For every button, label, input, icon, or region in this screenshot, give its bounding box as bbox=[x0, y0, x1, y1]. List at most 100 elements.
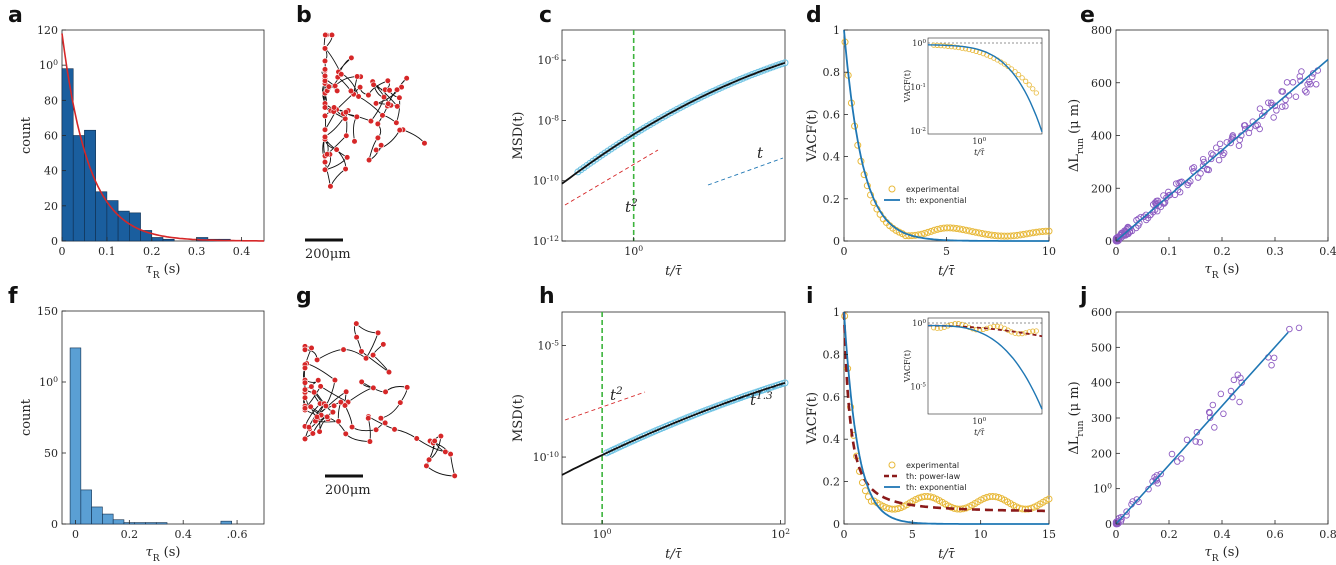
tumble-point bbox=[327, 183, 334, 190]
x-tick-label: .0.6 bbox=[227, 528, 248, 541]
inset-point bbox=[1019, 331, 1025, 337]
data-point bbox=[1295, 324, 1303, 332]
tumble-point bbox=[396, 94, 403, 101]
y-axis-label: VACF(t) bbox=[805, 109, 820, 162]
y-tick-label: 20 bbox=[44, 200, 58, 213]
text-span: 1 bbox=[833, 24, 840, 37]
axes-box bbox=[561, 29, 786, 242]
tumble-point bbox=[353, 334, 360, 341]
text-span: 10 bbox=[39, 59, 53, 72]
text-span: 0 bbox=[841, 528, 848, 541]
x-tick-label: 0.6 bbox=[1266, 528, 1284, 541]
scale-bar-label: 200μm bbox=[325, 483, 371, 498]
data-point bbox=[1149, 201, 1157, 208]
x-tick-label: 0.2 bbox=[1213, 245, 1231, 258]
x-tick-label: 0 bbox=[1113, 528, 1120, 541]
y-axis-label: MSD(t) bbox=[511, 394, 526, 442]
tumble-point bbox=[342, 165, 349, 173]
msd-data-point bbox=[766, 64, 774, 72]
y-tick-label: 0 bbox=[1105, 518, 1112, 531]
tumble-point bbox=[397, 399, 404, 406]
experimental-point bbox=[981, 230, 989, 238]
text-span: 0 bbox=[1113, 245, 1120, 258]
text-span: 0.4 bbox=[823, 151, 841, 164]
tumble-point bbox=[393, 119, 400, 126]
text-span: 0.2 bbox=[1213, 245, 1231, 258]
tumble-point bbox=[334, 87, 341, 94]
histogram-bar bbox=[84, 129, 96, 242]
inset-point bbox=[1030, 86, 1036, 92]
data-point bbox=[1114, 237, 1122, 245]
data-point bbox=[1238, 379, 1245, 386]
tumble-point bbox=[442, 448, 449, 455]
text-span: 10 bbox=[1093, 483, 1107, 496]
text-span: 10 bbox=[910, 382, 920, 391]
annotation-t1.3: t1.3 bbox=[750, 390, 773, 409]
text-span: (μ m) bbox=[1067, 99, 1082, 138]
data-point bbox=[1183, 436, 1191, 444]
histogram-bar bbox=[106, 200, 119, 242]
data-point bbox=[1220, 149, 1228, 157]
data-point bbox=[1282, 96, 1289, 104]
tumble-point bbox=[374, 329, 382, 336]
y-tick-label: 600 bbox=[1091, 306, 1112, 319]
text-span: 10 bbox=[972, 137, 982, 146]
data-point bbox=[1279, 88, 1287, 95]
legend-label: th: exponential bbox=[906, 483, 966, 492]
tumble-point bbox=[305, 424, 313, 431]
tumble-point bbox=[351, 138, 358, 145]
tumble-point bbox=[366, 438, 374, 445]
inset-point bbox=[952, 44, 958, 50]
data-point bbox=[1241, 122, 1249, 129]
inset-point bbox=[1001, 61, 1008, 67]
exponential-curve bbox=[843, 311, 1049, 525]
inset-point bbox=[955, 44, 962, 51]
power-law-curve bbox=[842, 311, 1049, 513]
data-point bbox=[1298, 68, 1305, 75]
y-axis-label: count bbox=[19, 398, 34, 436]
inset-y-label: VACF(t) bbox=[903, 350, 912, 383]
y-tick-label: 40 bbox=[44, 165, 58, 178]
text-span: 200 bbox=[1091, 447, 1112, 460]
tumble-point bbox=[321, 66, 329, 73]
panel-label-d: d bbox=[806, 3, 822, 28]
tumble-point bbox=[328, 31, 336, 39]
experimental-point bbox=[921, 229, 929, 237]
text-span: 80 bbox=[44, 94, 58, 107]
text-span: t bbox=[610, 386, 617, 404]
data-point bbox=[1301, 87, 1309, 94]
data-point bbox=[1217, 390, 1225, 398]
data-point bbox=[1259, 112, 1266, 119]
text-span: τ bbox=[1204, 262, 1212, 277]
tumble-point bbox=[447, 451, 454, 458]
legend-label: th: exponential bbox=[906, 196, 966, 205]
y-tick-label: 1 bbox=[833, 24, 840, 37]
text-span: τ̄ bbox=[675, 547, 683, 562]
reference-line-t2 bbox=[564, 391, 646, 421]
panel-label-g: g bbox=[296, 284, 312, 309]
data-point bbox=[1270, 354, 1278, 362]
text-span: -1 bbox=[921, 83, 926, 89]
text-span: 2 bbox=[630, 197, 638, 209]
y-tick-label: 120 bbox=[37, 24, 58, 37]
tumble-point bbox=[370, 81, 377, 88]
tumble-point bbox=[354, 73, 361, 80]
text-span: 0 bbox=[53, 375, 58, 384]
text-span: 10 bbox=[533, 175, 547, 188]
text-span: -10 bbox=[547, 173, 559, 182]
data-point bbox=[1176, 188, 1184, 196]
y-tick-label: 10-6 bbox=[538, 53, 560, 68]
text-span: 50 bbox=[44, 447, 58, 460]
text-span: 0 bbox=[983, 137, 987, 143]
data-point bbox=[1237, 374, 1244, 382]
data-point bbox=[1241, 125, 1249, 133]
tumble-point bbox=[321, 112, 329, 120]
text-span: 600 bbox=[1091, 306, 1112, 319]
tumble-point bbox=[355, 93, 362, 100]
y-tick-label: 0.6 bbox=[823, 391, 841, 404]
tumble-point bbox=[365, 415, 372, 422]
tumble-point bbox=[314, 356, 321, 364]
text-span: (s) bbox=[160, 545, 181, 560]
